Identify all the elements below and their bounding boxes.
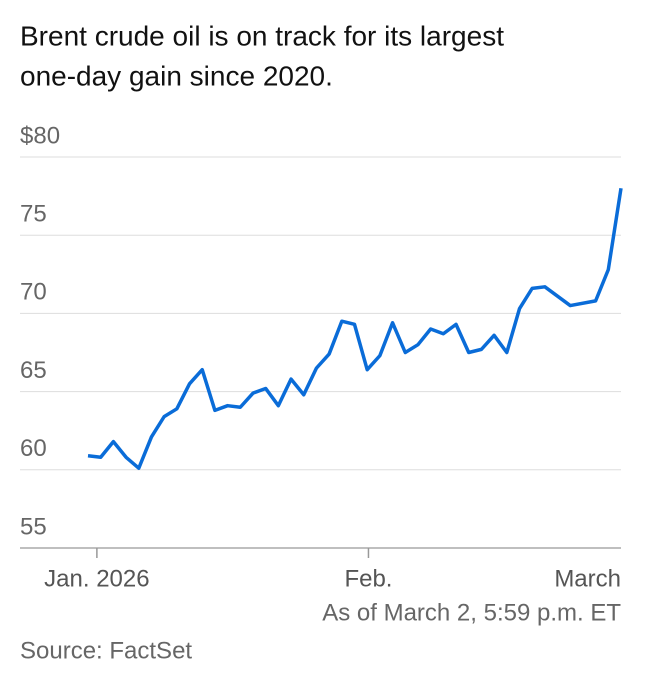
price-line bbox=[87, 188, 623, 470]
x-tick-label: March bbox=[554, 565, 621, 592]
x-tick-label: Jan. 2026 bbox=[44, 565, 149, 592]
y-tick-label: 75 bbox=[20, 201, 47, 228]
subtitle: As of March 2, 5:59 p.m. ET bbox=[322, 599, 621, 626]
x-tick-label: Feb. bbox=[344, 565, 392, 592]
y-tick-label: $80 bbox=[20, 122, 60, 149]
y-tick-label: 70 bbox=[20, 279, 47, 306]
y-tick-label: 55 bbox=[20, 513, 47, 540]
y-tick-label: 65 bbox=[20, 357, 47, 384]
chart-title: Brent crude oil is on track for its larg… bbox=[20, 20, 504, 51]
chart-title: one-day gain since 2020. bbox=[20, 60, 333, 91]
source: Source: FactSet bbox=[20, 637, 192, 664]
y-tick-label: 60 bbox=[20, 435, 47, 462]
